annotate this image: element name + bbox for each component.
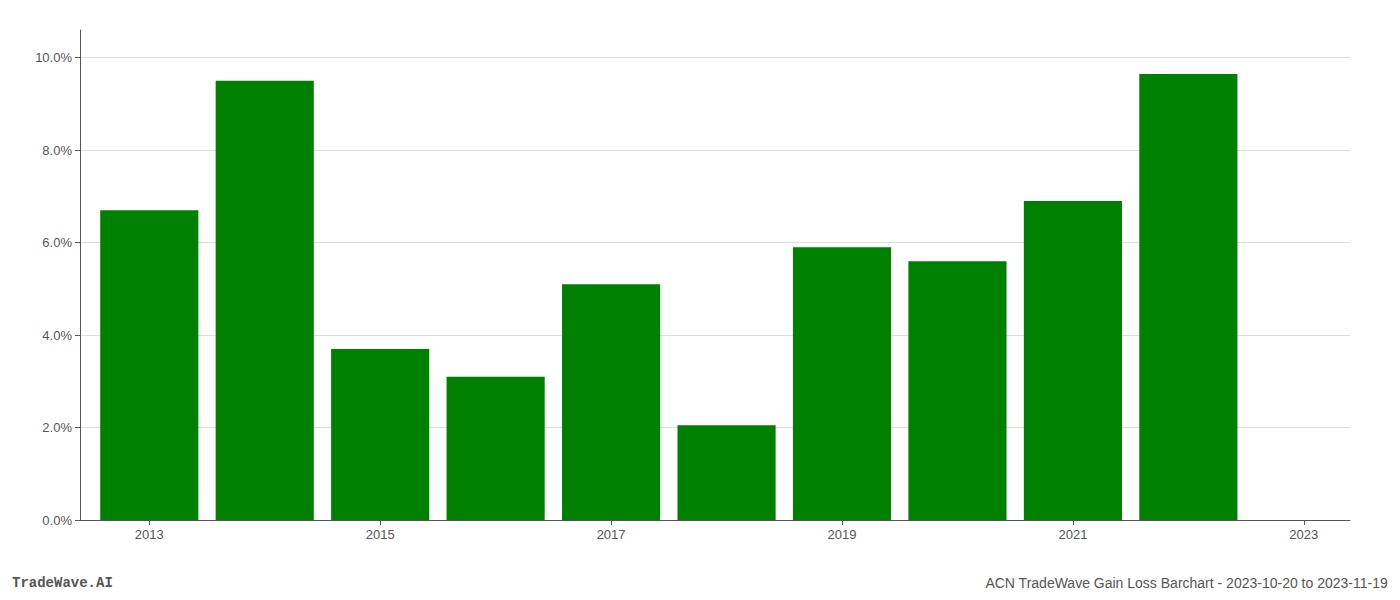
svg-text:2023: 2023	[1289, 527, 1318, 542]
svg-text:2013: 2013	[135, 527, 164, 542]
svg-text:2021: 2021	[1058, 527, 1087, 542]
svg-text:4.0%: 4.0%	[42, 328, 72, 343]
svg-text:6.0%: 6.0%	[42, 235, 72, 250]
svg-text:10.0%: 10.0%	[35, 50, 72, 65]
svg-text:0.0%: 0.0%	[42, 513, 72, 528]
svg-text:2019: 2019	[828, 527, 857, 542]
svg-text:8.0%: 8.0%	[42, 143, 72, 158]
svg-text:2.0%: 2.0%	[42, 420, 72, 435]
svg-text:TradeWave.AI: TradeWave.AI	[12, 575, 113, 591]
svg-text:ACN TradeWave Gain Loss Barcha: ACN TradeWave Gain Loss Barchart - 2023-…	[985, 575, 1388, 591]
svg-text:2017: 2017	[597, 527, 626, 542]
svg-text:2015: 2015	[366, 527, 395, 542]
